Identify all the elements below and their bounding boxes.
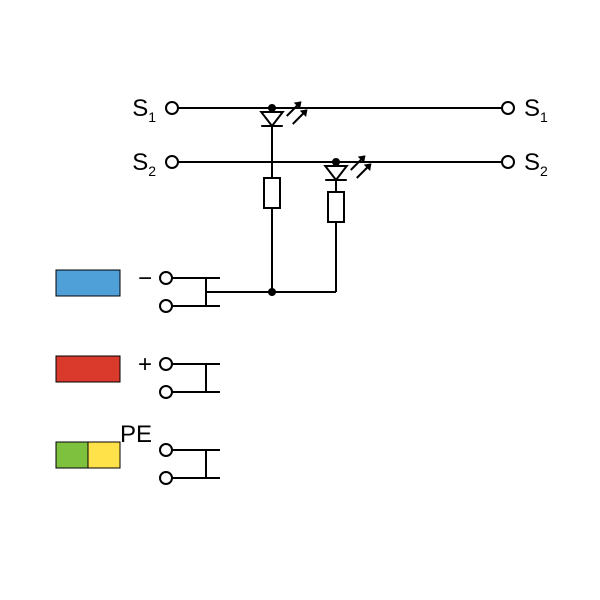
label-s2-left: S2 <box>132 149 156 179</box>
circuit-diagram: S1 S1 S2 S2 − + PE <box>0 0 600 600</box>
led-icon <box>325 156 371 180</box>
s1-right-terminal <box>502 102 514 114</box>
pe-green-color-block <box>56 442 88 468</box>
minus-terminals-label: − <box>138 265 152 292</box>
plus-color-block <box>56 356 120 382</box>
minus-terminals: − <box>138 265 220 306</box>
resistor-icon <box>328 186 344 222</box>
s2-right-terminal <box>502 156 514 168</box>
minus-color-block <box>56 270 120 296</box>
pe-terminals <box>172 450 220 478</box>
plus-terminals-label: + <box>138 351 152 378</box>
s1-left-terminal <box>166 102 178 114</box>
resistor-icon <box>264 172 280 208</box>
pe-yellow-color-block <box>88 442 120 468</box>
label-s1-left: S1 <box>132 95 156 125</box>
pe-label: PE <box>120 421 152 448</box>
led-icon <box>261 102 307 126</box>
label-s1-right: S1 <box>524 95 548 125</box>
plus-terminals: + <box>138 351 220 392</box>
label-s2-right: S2 <box>524 149 548 179</box>
s2-left-terminal <box>166 156 178 168</box>
